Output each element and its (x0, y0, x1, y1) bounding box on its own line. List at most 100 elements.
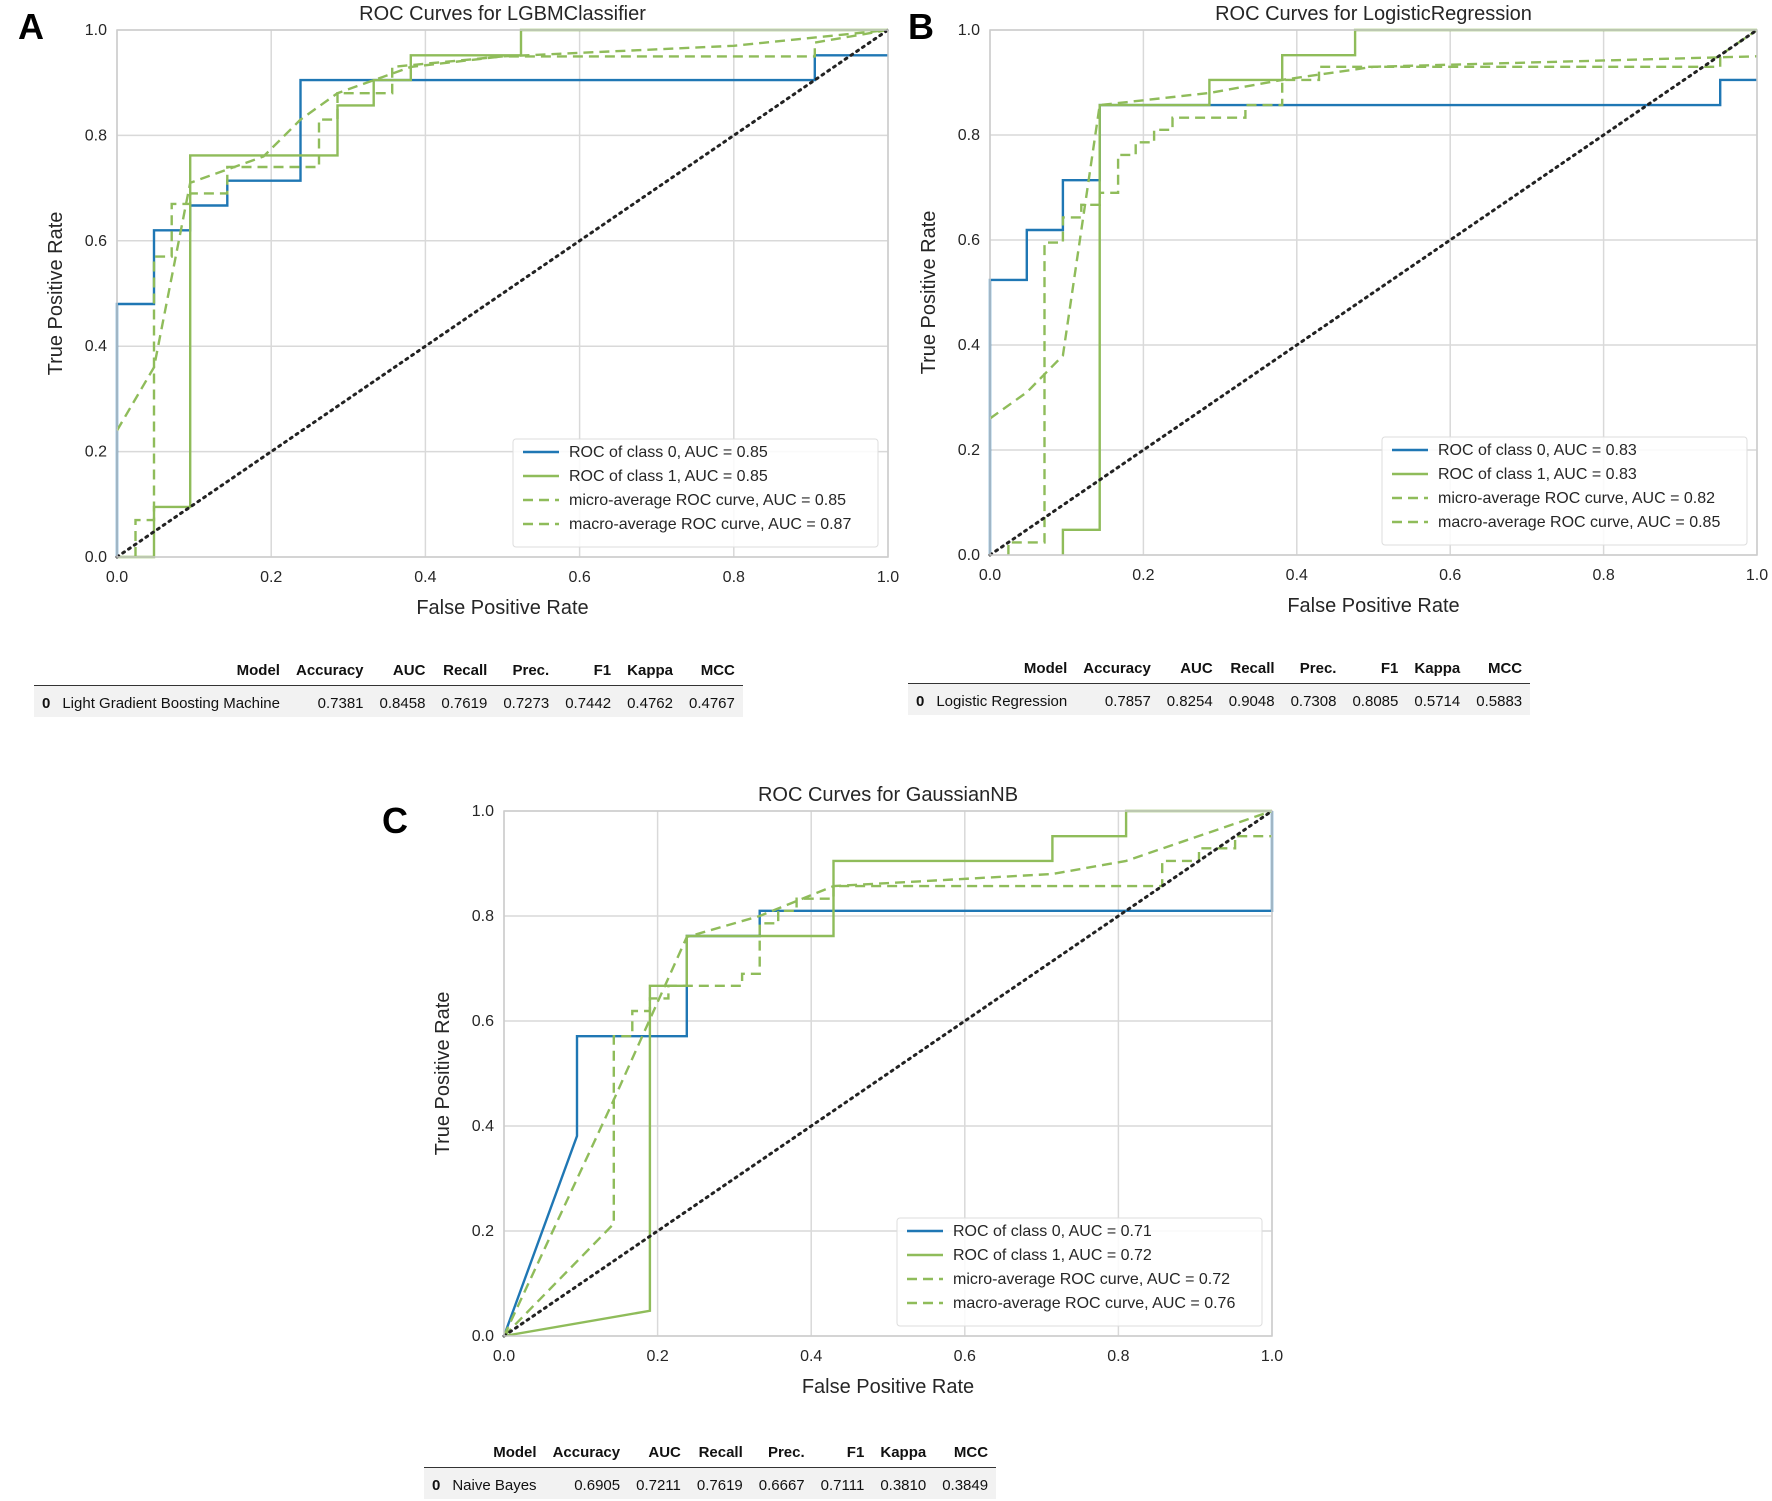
roc-series-line-1 (503, 809, 1272, 1338)
x-tick-label: 0.8 (1592, 567, 1614, 584)
legend-label: micro-average ROC curve, AUC = 0.85 (569, 492, 846, 509)
column-header: Prec. (512, 662, 550, 679)
column-header: Kappa (1414, 660, 1461, 677)
column-header: F1 (846, 1444, 865, 1461)
x-tick-label: 0.4 (800, 1348, 822, 1365)
column-header: Kappa (627, 662, 673, 679)
y-tick-label: 0.8 (85, 127, 107, 144)
legend-label: micro-average ROC curve, AUC = 0.82 (1438, 490, 1715, 507)
plot-frame (989, 29, 1758, 556)
table-cell: 0.7619 (688, 1467, 751, 1499)
y-tick-label: 1.0 (472, 803, 494, 820)
legend-label: macro-average ROC curve, AUC = 0.87 (569, 516, 851, 533)
chart-title: ROC Curves for LGBMClassifier (359, 3, 646, 25)
y-axis-label: True Positive Rate (432, 992, 454, 1156)
roc-chart-logistic: 0.0 0.2 0.4 0.6 0.8 1.0 0.0 0.2 0.4 0.6 0.8 1.0 ROC … (918, 3, 1768, 617)
roc-chart-lgbm: 0.0 0.2 0.4 0.6 0.8 1.0 0.0 0.2 0.4 0.6 0.8 1.0 ROC … (45, 3, 899, 619)
y-axis-label: True Positive Rate (45, 212, 67, 376)
roc-series-line-2 (989, 55, 1758, 420)
panel-letter-b: B (908, 6, 934, 47)
table-cell: 0.6667 (750, 1467, 813, 1499)
legend-label: ROC of class 1, AUC = 0.83 (1438, 466, 1637, 483)
y-tick-label: 0.0 (958, 547, 980, 564)
y-tick-label: 0.0 (85, 549, 107, 566)
roc-series-line-0 (988, 78, 1757, 555)
legend-label: ROC of class 0, AUC = 0.71 (953, 1223, 1152, 1240)
x-tick-label: 0.6 (568, 569, 590, 586)
roc-series-line-3 (503, 835, 1272, 1337)
legend-label: ROC of class 0, AUC = 0.83 (1438, 442, 1637, 459)
x-tick-label: 0.4 (414, 569, 436, 586)
legend-box (896, 1217, 1263, 1327)
panel-letter-c: C (382, 800, 408, 841)
table-cell: 0.6905 (544, 1467, 629, 1499)
row-index: 0 (34, 685, 55, 717)
roc-series-line-2 (502, 809, 1273, 1337)
row-index: 0 (424, 1467, 445, 1499)
roc-series-line-3 (134, 28, 889, 557)
y-tick-label: 0.6 (472, 1013, 494, 1030)
x-tick-label: 0.2 (646, 1348, 668, 1365)
table-cell: Naive Bayes (444, 1467, 545, 1499)
y-tick-label: 0.8 (472, 908, 494, 925)
table-cell: 0.8458 (371, 685, 434, 717)
column-header: Recall (443, 662, 488, 679)
x-tick-label: 0.6 (954, 1348, 976, 1365)
x-tick-label: 0.8 (1107, 1348, 1129, 1365)
column-header: Prec. (1299, 660, 1337, 677)
table-cell: 0.3849 (934, 1467, 997, 1499)
x-axis-label: False Positive Rate (416, 597, 588, 619)
roc-chart-gaussiannb: 0.0 0.2 0.4 0.6 0.8 1.0 0.0 0.2 0.4 0.6 0.8 1.0 ROC … (432, 784, 1283, 1398)
row-index: 0 (908, 683, 929, 715)
column-header: Kappa (880, 1444, 927, 1461)
x-tick-label: 0.0 (106, 569, 128, 586)
y-tick-label: 0.4 (85, 338, 107, 355)
chance-diagonal-line (502, 809, 1274, 1338)
column-header: Accuracy (295, 662, 364, 679)
y-tick-label: 0.2 (958, 442, 980, 459)
legend-label: ROC of class 1, AUC = 0.72 (953, 1247, 1152, 1264)
column-header: Recall (698, 1444, 743, 1461)
column-header: Model (493, 1444, 537, 1461)
column-header: AUC (648, 1444, 681, 1461)
legend-label: ROC of class 0, AUC = 0.85 (569, 444, 768, 461)
x-tick-label: 1.0 (877, 569, 899, 586)
y-tick-label: 1.0 (958, 22, 980, 39)
roc-series-line-3 (1007, 29, 1758, 555)
y-tick-label: 0.0 (472, 1328, 494, 1345)
plot-frame (503, 810, 1273, 1337)
chance-diagonal-line (115, 28, 890, 559)
x-tick-label: 0.0 (979, 567, 1001, 584)
panel-letter-a: A (18, 6, 44, 47)
column-header: F1 (593, 662, 612, 679)
column-header: AUC (392, 662, 426, 679)
chart-title: ROC Curves for GaussianNB (758, 784, 1018, 806)
table-cell: 0.4767 (680, 685, 743, 717)
roc-series-line-1 (117, 28, 888, 559)
x-tick-label: 0.4 (1286, 567, 1308, 584)
x-axis-label: False Positive Rate (1287, 595, 1459, 617)
legend-box (512, 438, 879, 548)
column-header: MCC (700, 662, 735, 679)
x-axis-label: False Positive Rate (802, 1376, 974, 1398)
y-tick-label: 0.2 (472, 1223, 494, 1240)
legend-label: macro-average ROC curve, AUC = 0.85 (1438, 514, 1720, 531)
column-header: Recall (1230, 660, 1275, 677)
y-tick-label: 0.6 (85, 233, 107, 250)
table-cell: 0.8254 (1158, 683, 1221, 715)
x-tick-label: 0.6 (1439, 567, 1461, 584)
table-cell: 0.4762 (619, 685, 681, 717)
table-cell: 0.7211 (628, 1467, 689, 1499)
table-cell: Light Gradient Boosting Machine (54, 685, 288, 717)
table-cell: 0.7619 (433, 685, 496, 717)
table-cell: 0.7273 (495, 685, 558, 717)
table-cell: 0.7442 (557, 685, 620, 717)
results-table-lgbm: Model Accuracy AUC Recall Prec. F1 Kappa… (34, 662, 743, 717)
table-row: 0 Light Gradient Boosting Machine 0.7381… (34, 685, 743, 717)
y-tick-label: 0.4 (472, 1118, 494, 1135)
column-header: Model (1023, 660, 1068, 677)
x-tick-label: 1.0 (1261, 1348, 1283, 1365)
legend-label: micro-average ROC curve, AUC = 0.72 (953, 1271, 1230, 1288)
roc-series-line-1 (1061, 28, 1757, 555)
table-cell: Logistic Regression (928, 683, 1076, 715)
